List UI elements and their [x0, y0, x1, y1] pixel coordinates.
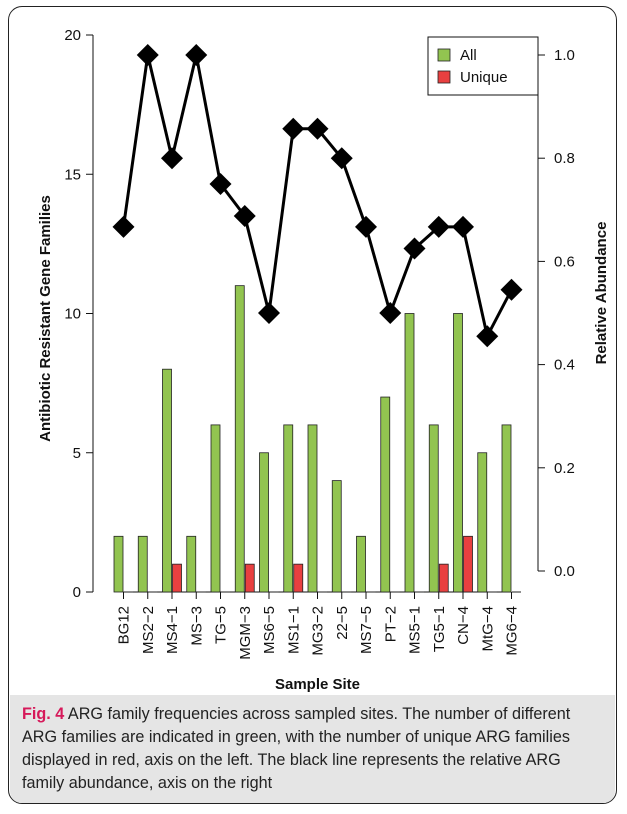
chart: 0 5 10 15 20 0.0 0.2 0.4 0.6 0.8 1.0 BG12 MS2−2 MS4−1…: [37, 27, 610, 693]
bar-unique: [244, 563, 255, 593]
bar-all: [331, 480, 342, 593]
y2-tick-label: 0.8: [554, 150, 575, 167]
abundance-marker: [500, 278, 523, 301]
y-tick-label: 0: [73, 584, 81, 601]
x-tick-label: MG3−2: [310, 606, 327, 656]
x-tick-label: MGM−3: [237, 606, 254, 660]
legend-box: [427, 36, 539, 96]
abundance-marker: [282, 117, 305, 140]
bar-all: [283, 424, 294, 593]
bar-all: [356, 535, 366, 593]
x-tick-label: MG6−4: [504, 606, 521, 656]
x-tick-label: MS6−5: [261, 606, 278, 654]
bar-all: [186, 535, 197, 593]
abundance-marker: [330, 147, 353, 170]
abundance-marker: [112, 215, 135, 238]
y2-tick-label: 0.6: [554, 253, 575, 270]
legend: All Unique: [427, 36, 539, 96]
x-tick-label: TG−5: [213, 606, 230, 644]
abundance-marker: [452, 215, 474, 238]
x-axis-title: Sample Site: [275, 676, 360, 693]
x-tick-label: TG5−1: [431, 606, 448, 652]
figure-label: Fig. 4: [22, 705, 65, 723]
bar-unique: [438, 563, 449, 593]
bar-all: [307, 424, 318, 593]
bar-all: [404, 313, 415, 593]
y2-tick-label: 1.0: [554, 47, 575, 64]
abundance-marker: [136, 44, 159, 66]
y-axis-title: Antibiotic Resistant Gene Families: [37, 195, 54, 442]
x-tick-label: BG12: [116, 606, 133, 644]
abundance-marker: [233, 204, 256, 227]
bar-all: [210, 424, 221, 593]
abundance-marker: [185, 44, 208, 66]
bar-all: [380, 396, 391, 593]
bar-all: [137, 535, 148, 593]
abundance-marker: [379, 302, 402, 324]
y2-tick-label: 0.4: [554, 357, 575, 374]
y-tick-label: 5: [73, 445, 81, 462]
bar-all: [477, 452, 488, 593]
x-tick-label: MtG−4: [479, 606, 496, 651]
y-tick-label: 15: [64, 166, 81, 183]
x-tick-label: MS5−1: [407, 606, 424, 654]
abundance-marker: [355, 215, 377, 238]
bar-all: [453, 313, 463, 593]
caption-background: [10, 695, 615, 803]
abundance-marker: [403, 237, 426, 260]
x-tick-label: MS1−1: [285, 606, 302, 654]
x-tick-label: MS7−5: [358, 606, 375, 654]
figure-frame: [8, 6, 617, 804]
bar-all: [259, 452, 269, 593]
x-tick-label: CN−4: [455, 606, 472, 645]
legend-swatch: [437, 70, 451, 84]
abundance-marker: [476, 325, 499, 348]
bar-all: [428, 424, 439, 593]
x-tick-label: MS4−1: [164, 606, 181, 654]
abundance-marker: [258, 302, 280, 324]
bar-unique: [172, 563, 182, 593]
abundance-marker: [209, 173, 232, 195]
bar-all: [113, 535, 124, 593]
bar-all: [501, 424, 512, 593]
y-tick-label: 10: [64, 306, 81, 323]
figure-caption-text: ARG family frequencies across sampled si…: [22, 705, 571, 792]
x-tick-label: MS−3: [188, 606, 205, 646]
y2-axis-title: Relative Abundance: [593, 222, 610, 365]
bar-unique: [293, 563, 304, 593]
bar-unique: [463, 535, 473, 593]
figure-caption: Fig. 4 ARG family frequencies across sam…: [22, 703, 607, 795]
y-tick-label: 20: [64, 27, 81, 44]
x-tick-label: 22−5: [334, 606, 351, 640]
bar-all: [162, 368, 172, 593]
y2-tick-label: 0.0: [554, 563, 575, 580]
legend-swatch: [437, 48, 451, 62]
bar-all: [234, 285, 245, 593]
abundance-marker: [427, 215, 450, 238]
abundance-marker: [306, 117, 329, 140]
legend-label: All: [460, 47, 477, 64]
y2-tick-label: 0.2: [554, 460, 575, 477]
abundance-marker: [161, 147, 183, 170]
x-tick-label: MS2−2: [140, 606, 157, 654]
abundance-line: [122, 54, 513, 341]
x-tick-label: PT−2: [382, 606, 399, 642]
legend-label: Unique: [460, 69, 508, 86]
